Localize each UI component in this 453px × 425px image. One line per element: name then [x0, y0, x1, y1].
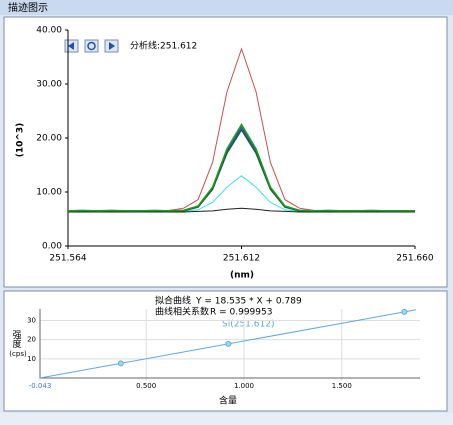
title-bar	[0, 0, 453, 15]
y-tick-label: 20.00	[36, 134, 62, 144]
x-axis-label: 含量	[219, 395, 237, 407]
next-icon	[109, 42, 115, 50]
analysis-line: 分析线:251.612	[130, 40, 197, 52]
status-bar	[0, 413, 453, 425]
y-tick-label: 40.00	[36, 26, 62, 36]
axes	[67, 30, 415, 247]
x-tick-label: 1.500	[332, 382, 352, 390]
fit-equation: Y = 18.535 * X + 0.789	[195, 297, 302, 307]
x-tick-label: 0.500	[136, 382, 156, 390]
window-title: 描迹图示	[8, 1, 48, 14]
y-axis-unit: (cps)	[9, 350, 27, 358]
y-axis-label: (10^3)	[16, 123, 26, 158]
refresh-icon	[87, 41, 96, 51]
bottom-panel	[3, 290, 448, 412]
prev-icon	[68, 42, 74, 50]
y-tick-label: 0.00	[42, 242, 62, 252]
r-equation: R = 0.999953	[210, 308, 272, 318]
x-tick-label: 1.000	[234, 382, 254, 390]
spectrum-line	[67, 123, 415, 212]
r-label: 曲线相关系数	[155, 306, 209, 318]
y-axis-label: 强度	[11, 330, 22, 349]
calibration-point	[117, 360, 124, 367]
y-tick-label: 10	[27, 355, 36, 363]
calibration-point	[225, 340, 232, 347]
x-tick-label: 251.612	[223, 254, 260, 264]
y-tick-label: 30.00	[36, 80, 62, 90]
y-tick-label: 20	[27, 336, 36, 344]
fit-label: 拟合曲线	[155, 295, 191, 307]
refresh-button[interactable]	[84, 39, 99, 53]
calibration-point	[401, 308, 408, 315]
x-tick-label: 251.660	[396, 254, 433, 264]
y-tick-label: 10.00	[36, 188, 62, 198]
x-axis-label: (nm)	[230, 271, 254, 281]
y-tick-label: 30	[27, 317, 36, 325]
spectrum-line	[68, 207, 415, 213]
point-label: Si(251.612)	[222, 320, 274, 330]
x-tick-label: 251.564	[49, 254, 86, 264]
x-tick-label: -0.043	[29, 382, 52, 390]
